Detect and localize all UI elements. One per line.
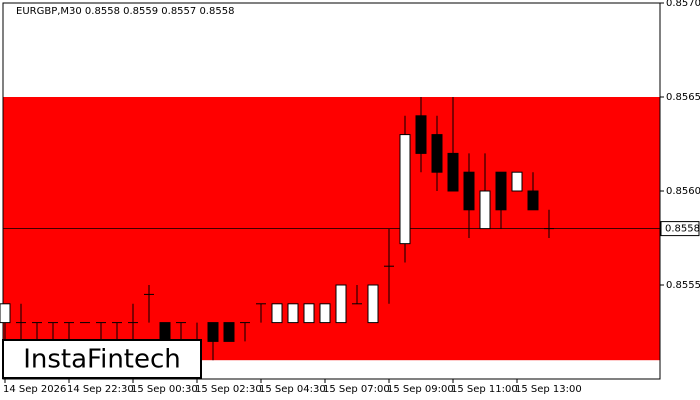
x-tick-label: 15 Sep 13:00 <box>515 384 582 395</box>
candle-body <box>271 303 283 324</box>
x-tick-label: 14 Sep 2026 <box>3 384 66 395</box>
candle-body <box>463 171 475 211</box>
x-tick-label: 15 Sep 07:00 <box>323 384 390 395</box>
price-label: 0.8558 <box>665 224 700 235</box>
candle-body <box>159 322 171 342</box>
x-tick-label: 14 Sep 22:30 <box>67 384 134 395</box>
candle-body <box>399 134 411 245</box>
y-tick-label: 0.8570 <box>666 0 700 9</box>
price-box <box>660 221 700 237</box>
candle-body <box>431 134 443 173</box>
candle-body <box>415 115 427 154</box>
candle-body <box>303 303 315 324</box>
candle-body <box>287 303 299 324</box>
y-tick-label: 0.8565 <box>666 92 700 103</box>
candle-body <box>495 171 507 211</box>
candle-body <box>319 303 331 324</box>
y-tick-label: 0.8560 <box>666 186 700 197</box>
chart-title: EURGBP,M30 0.8558 0.8559 0.8557 0.8558 <box>16 6 234 17</box>
candle-body <box>0 303 11 324</box>
candle-body <box>335 284 347 324</box>
x-tick-label: 15 Sep 11:00 <box>451 384 518 395</box>
candle-body <box>367 284 379 324</box>
candle-body <box>207 322 219 342</box>
candle-body <box>223 322 235 342</box>
candle-body <box>479 190 491 230</box>
y-tick-label: 0.8555 <box>666 280 700 291</box>
x-tick-label: 15 Sep 04:30 <box>259 384 326 395</box>
logo-box <box>2 339 202 379</box>
x-tick-label: 15 Sep 02:30 <box>195 384 262 395</box>
candle-body <box>447 152 459 192</box>
candle-body <box>511 171 523 192</box>
x-tick-label: 15 Sep 09:00 <box>387 384 454 395</box>
logo: InstaFintech <box>23 345 181 375</box>
x-tick-label: 15 Sep 00:30 <box>131 384 198 395</box>
candle-body <box>527 190 539 211</box>
